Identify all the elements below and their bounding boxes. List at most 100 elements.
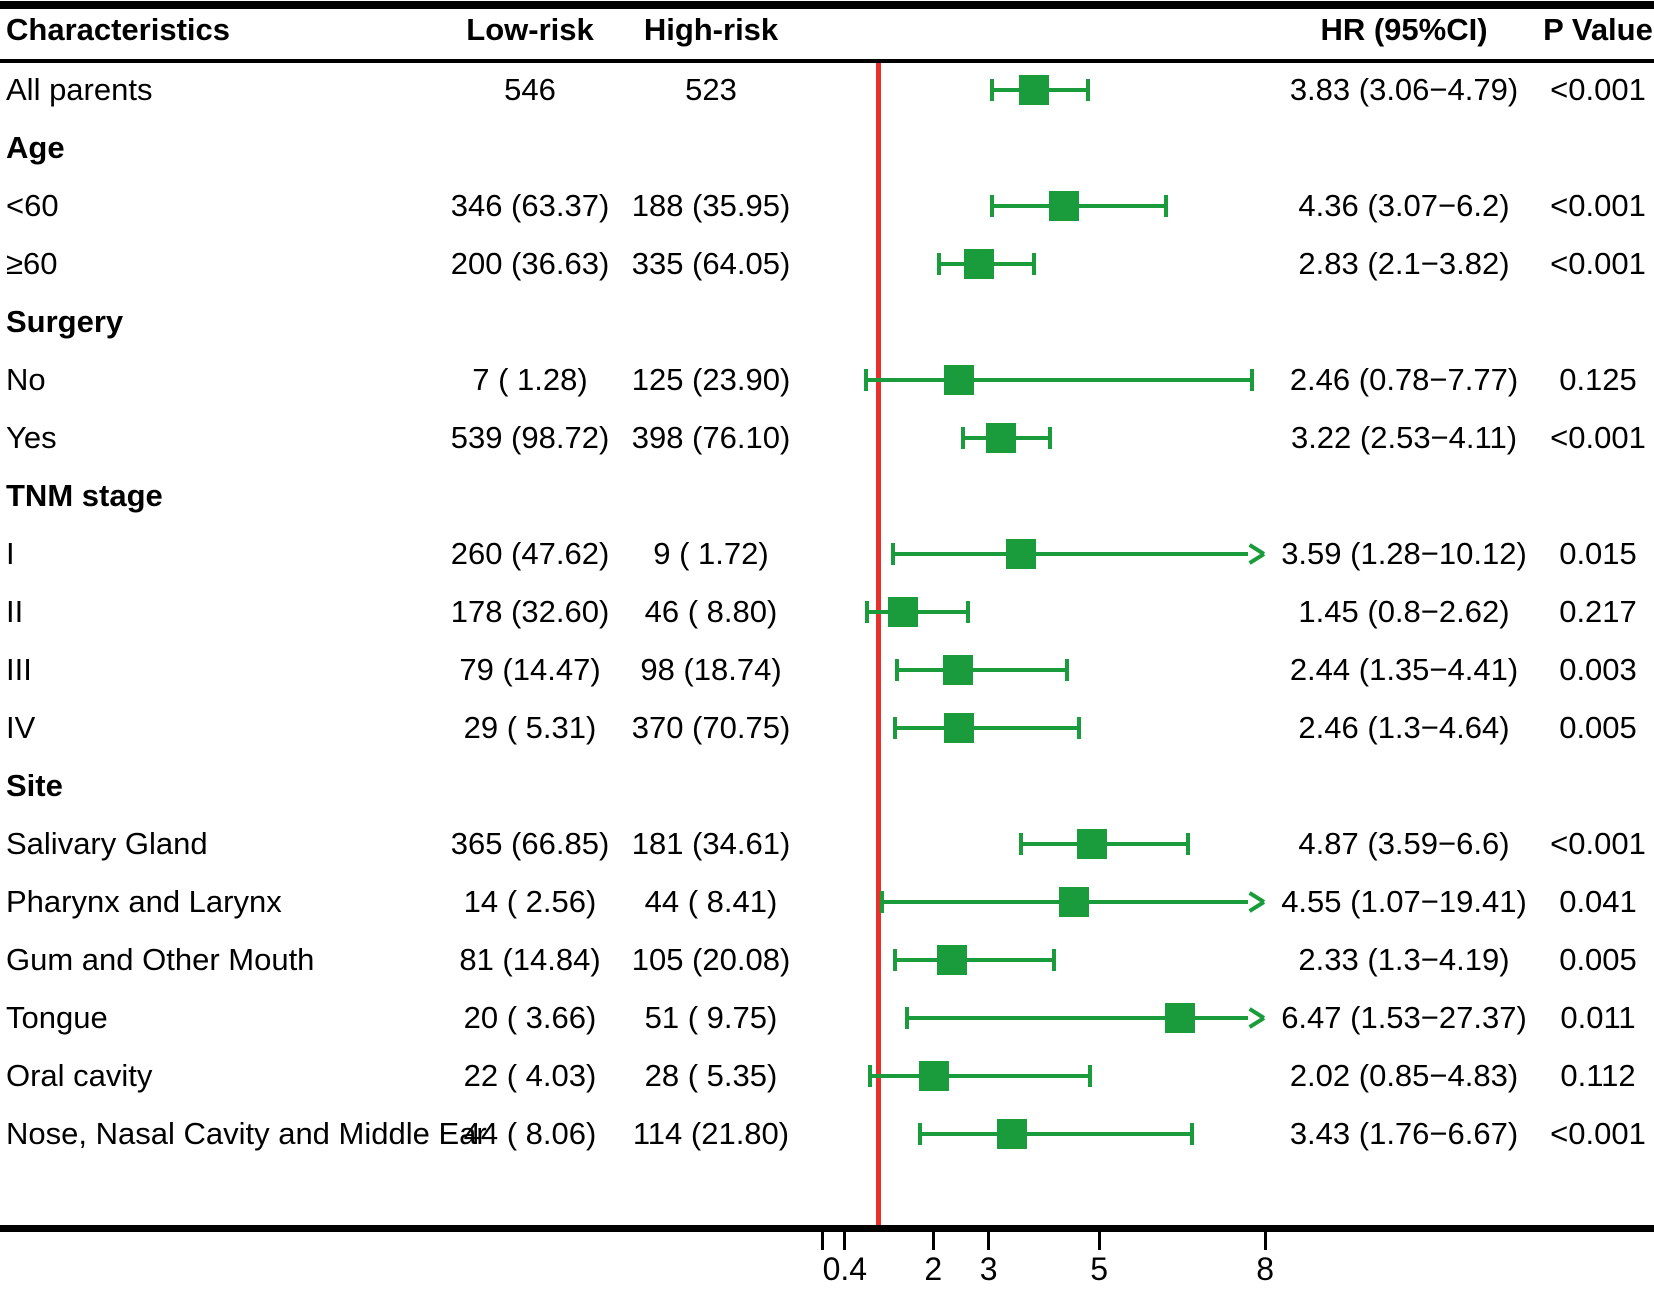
ci-left-cap xyxy=(960,427,965,449)
p-value: <0.001 xyxy=(1550,246,1646,281)
low-risk-value: 200 (36.63) xyxy=(450,246,610,281)
p-value: 0.041 xyxy=(1559,884,1637,919)
p-value: <0.001 xyxy=(1550,72,1646,107)
ci-left-cap xyxy=(864,601,869,623)
ci-line xyxy=(920,1132,1192,1136)
p-value: <0.001 xyxy=(1550,1116,1646,1151)
hr-point-marker xyxy=(1077,829,1107,859)
high-risk-value: 44 ( 8.41) xyxy=(644,884,778,919)
ci-left-cap xyxy=(895,659,900,681)
p-value: 0.003 xyxy=(1559,652,1637,687)
hr-ci-value: 3.83 (3.06−4.79) xyxy=(1289,72,1519,107)
reference-line-hr1 xyxy=(876,63,881,1225)
ci-line xyxy=(894,958,1055,962)
hr-ci-value: 6.47 (1.53−27.37) xyxy=(1281,1000,1527,1035)
ci-right-cap xyxy=(1031,253,1036,275)
axis-tick xyxy=(987,1232,991,1250)
high-risk-value: 370 (70.75) xyxy=(631,710,791,745)
hr-point-marker xyxy=(943,365,974,395)
high-risk-value: 51 ( 9.75) xyxy=(644,1000,778,1035)
row-label: IV xyxy=(6,710,36,745)
hr-point-marker xyxy=(936,945,967,975)
high-risk-value: 9 ( 1.72) xyxy=(653,536,769,571)
ci-line xyxy=(893,552,1248,556)
ci-right-cap xyxy=(1064,659,1069,681)
hr-point-marker xyxy=(919,1061,950,1091)
low-risk-value: 365 (66.85) xyxy=(450,826,610,861)
low-risk-value: 346 (63.37) xyxy=(450,188,610,223)
axis-tick xyxy=(931,1232,935,1250)
high-risk-value: 125 (23.90) xyxy=(631,362,791,397)
hr-point-marker xyxy=(1165,1003,1196,1033)
ci-left-cap xyxy=(892,717,897,739)
ci-right-cap xyxy=(1185,833,1190,855)
hr-ci-value: 2.46 (0.78−7.77) xyxy=(1289,362,1519,397)
column-header-low-risk: Low-risk xyxy=(466,12,594,47)
axis-tick xyxy=(821,1232,825,1250)
low-risk-value: 539 (98.72) xyxy=(450,420,610,455)
hr-ci-value: 3.22 (2.53−4.11) xyxy=(1290,420,1518,455)
ci-left-cap xyxy=(989,79,994,101)
p-value: <0.001 xyxy=(1550,420,1646,455)
row-label: I xyxy=(6,536,15,571)
p-value: 0.125 xyxy=(1559,362,1637,397)
hr-ci-value: 1.45 (0.8−2.62) xyxy=(1298,594,1510,629)
ci-right-cap xyxy=(1047,427,1052,449)
p-value: 0.005 xyxy=(1559,710,1637,745)
axis-tick-label: 5 xyxy=(1090,1251,1109,1287)
table-bottom-border xyxy=(0,1225,1654,1232)
ci-right-cap xyxy=(1163,195,1168,217)
low-risk-value: 260 (47.62) xyxy=(450,536,610,571)
row-label: III xyxy=(6,652,32,687)
hr-ci-value: 3.59 (1.28−10.12) xyxy=(1281,536,1527,571)
p-value: 0.217 xyxy=(1559,594,1637,629)
axis-tick xyxy=(1263,1232,1267,1250)
row-label: II xyxy=(6,594,24,629)
header-separator-line xyxy=(0,59,1654,63)
row-label: No xyxy=(6,362,46,397)
ci-left-cap xyxy=(867,1065,872,1087)
ci-line xyxy=(897,668,1067,672)
high-risk-value: 46 ( 8.80) xyxy=(644,594,778,629)
low-risk-value: 44 ( 8.06) xyxy=(463,1116,597,1151)
hr-point-marker xyxy=(887,597,918,627)
row-label: Nose, Nasal Cavity and Middle Ear xyxy=(6,1116,487,1151)
ci-right-cap xyxy=(965,601,970,623)
ci-line xyxy=(865,378,1253,382)
section-header: Site xyxy=(6,768,63,803)
high-risk-value: 28 ( 5.35) xyxy=(644,1058,778,1093)
high-risk-value: 188 (35.95) xyxy=(631,188,791,223)
high-risk-value: 335 (64.05) xyxy=(631,246,791,281)
hr-point-marker xyxy=(943,713,974,743)
ci-right-cap xyxy=(1052,949,1057,971)
low-risk-value: 79 (14.47) xyxy=(459,652,601,687)
hr-ci-value: 4.55 (1.07−19.41) xyxy=(1281,884,1527,919)
ci-right-cap xyxy=(1077,717,1082,739)
axis-tick xyxy=(1097,1232,1101,1250)
high-risk-value: 181 (34.61) xyxy=(631,826,791,861)
axis-tick-label: 2 xyxy=(924,1251,943,1287)
hr-point-marker xyxy=(985,423,1016,453)
hr-point-marker xyxy=(942,655,973,685)
row-label: All parents xyxy=(6,72,153,107)
ci-left-cap xyxy=(879,891,884,913)
axis-tick xyxy=(843,1232,847,1250)
p-value: <0.001 xyxy=(1550,826,1646,861)
ci-right-cap xyxy=(1250,369,1255,391)
p-value: 0.011 xyxy=(1560,1000,1636,1035)
ci-left-cap xyxy=(891,543,896,565)
ci-line xyxy=(894,726,1080,730)
ci-left-cap xyxy=(990,195,995,217)
p-value: <0.001 xyxy=(1550,188,1646,223)
hr-ci-value: 2.33 (1.3−4.19) xyxy=(1298,942,1510,977)
row-label: Salivary Gland xyxy=(6,826,208,861)
low-risk-value: 20 ( 3.66) xyxy=(463,1000,597,1035)
column-header-hr-ci: HR (95%CI) xyxy=(1320,12,1488,47)
hr-point-marker xyxy=(964,249,995,279)
row-label: <60 xyxy=(6,188,59,223)
ci-right-cap xyxy=(1189,1123,1194,1145)
hr-ci-value: 2.02 (0.85−4.83) xyxy=(1289,1058,1519,1093)
ci-left-cap xyxy=(936,253,941,275)
ci-line xyxy=(992,204,1166,208)
